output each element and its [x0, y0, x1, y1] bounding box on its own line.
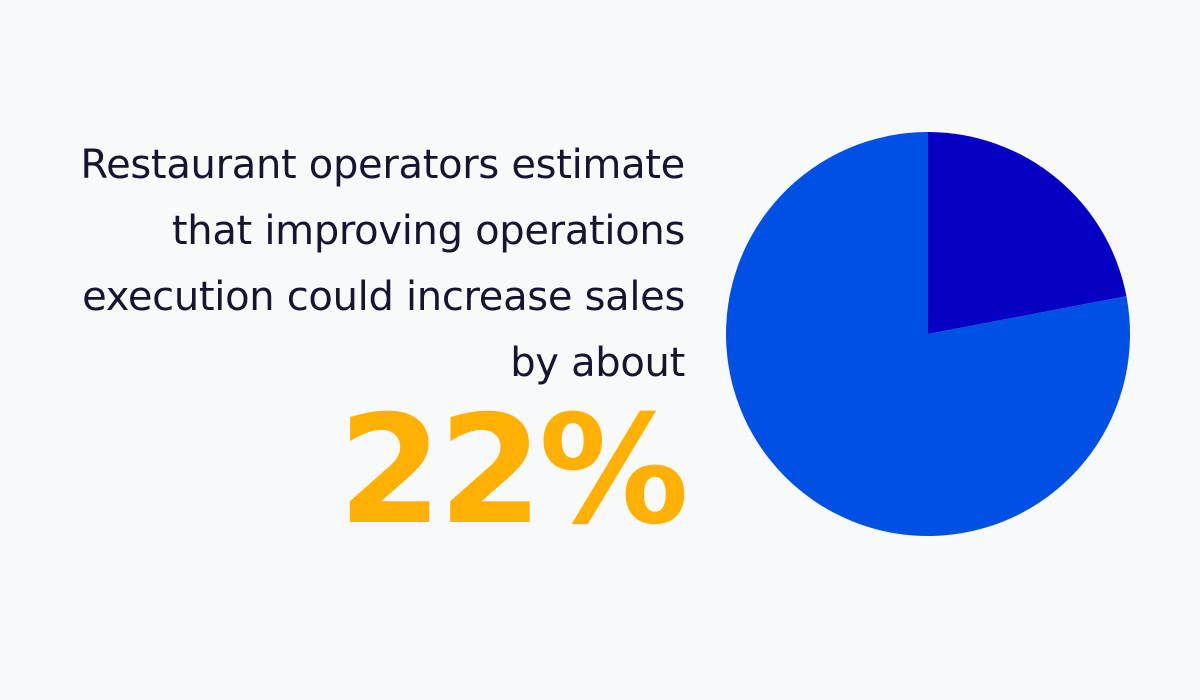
headline-text: Restaurant operators estimate that impro… [60, 132, 685, 396]
pie-slice-2 [726, 132, 1130, 536]
headline-line-4: by about [510, 340, 685, 386]
headline-line-3: execution could increase sales [82, 274, 685, 320]
stat-percentage: 22% [337, 384, 689, 558]
pie-slice-1 [928, 132, 1127, 334]
headline-line-1: Restaurant operators estimate [80, 142, 685, 188]
pie-chart [726, 132, 1130, 536]
headline-line-2: that improving operations [171, 208, 685, 254]
